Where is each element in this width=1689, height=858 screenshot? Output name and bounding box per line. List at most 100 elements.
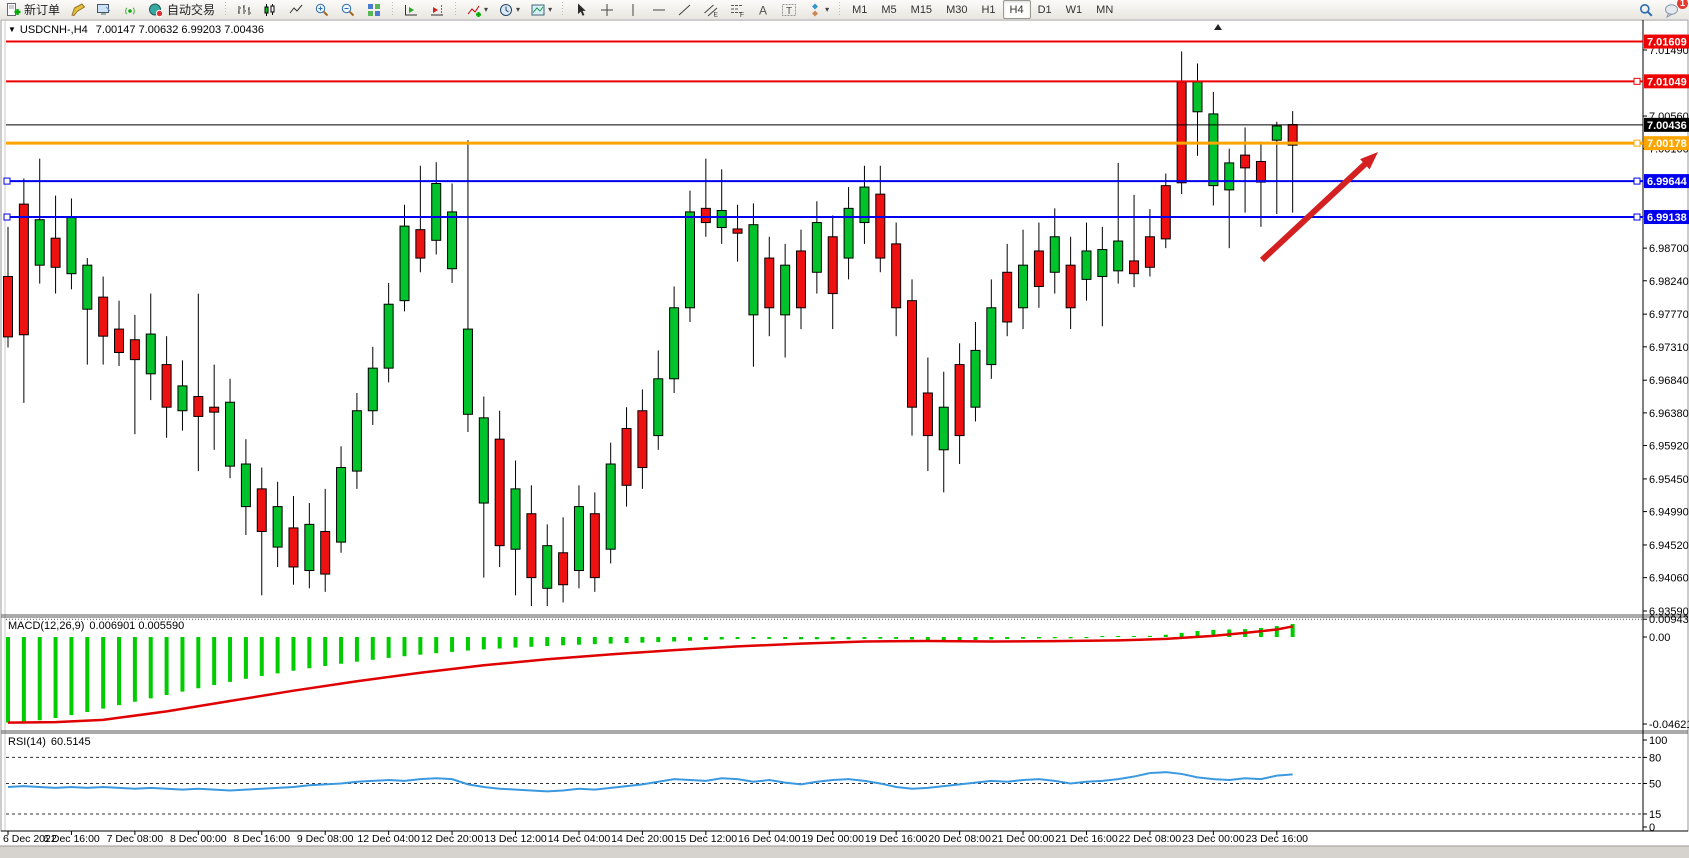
- crosshair-button[interactable]: [595, 0, 619, 19]
- candle: [1240, 154, 1251, 169]
- line-handle[interactable]: [1633, 139, 1641, 147]
- time-tick-label: 21 Dec 00:00: [992, 833, 1055, 845]
- signals-button[interactable]: [118, 0, 142, 19]
- price-label-box: [1644, 174, 1689, 189]
- crayon-icon: [70, 2, 86, 18]
- timeframe-h1-button[interactable]: H1: [981, 3, 996, 16]
- time-tick-label: 6 Dec 16:00: [43, 833, 100, 845]
- trendline-icon: [677, 2, 693, 18]
- timeframe-m15-button[interactable]: M15: [910, 3, 933, 16]
- candle: [193, 396, 204, 417]
- timeframe-m1-button[interactable]: M1: [852, 3, 868, 16]
- candle: [18, 203, 29, 336]
- trend-arrow[interactable]: [1259, 156, 1373, 263]
- candle: [526, 513, 537, 579]
- tile-windows-button[interactable]: [362, 0, 386, 19]
- price-tick-label: 6.93590: [1649, 606, 1689, 618]
- chevron-down-icon[interactable]: ▾: [825, 5, 830, 14]
- autotrading-button[interactable]: 自动交易: [144, 0, 219, 19]
- metaeditor-button[interactable]: [66, 0, 90, 19]
- chat-icon: [1664, 2, 1680, 18]
- auto-scroll-button[interactable]: [399, 0, 423, 19]
- candle: [66, 217, 77, 275]
- line-chart-button[interactable]: [284, 0, 308, 19]
- candle: [875, 193, 886, 259]
- signal-icon: [122, 2, 138, 18]
- price-label-text: 6.99138: [1647, 212, 1687, 224]
- zoom-in-icon: [314, 2, 330, 18]
- candle: [669, 307, 680, 380]
- fibonacci-button[interactable]: F: [725, 0, 749, 19]
- timeframe-m30-button[interactable]: M30: [946, 3, 968, 16]
- price-label-text: 7.01609: [1647, 37, 1687, 49]
- periods-button[interactable]: ▾: [494, 0, 524, 19]
- cursor-button[interactable]: [569, 0, 593, 19]
- rsi-name: RSI(14): [8, 736, 46, 748]
- line-handle[interactable]: [1633, 77, 1641, 85]
- text-a-icon: A: [755, 2, 771, 18]
- notification-badge: 1: [1677, 0, 1688, 9]
- rsi-tick-label: 100: [1649, 735, 1667, 747]
- price-tick-label: 6.95920: [1649, 441, 1689, 453]
- chart-shift-button[interactable]: [425, 0, 449, 19]
- candle: [922, 392, 933, 437]
- zoom-in-button[interactable]: [310, 0, 334, 19]
- timeframe-d1-button[interactable]: D1: [1037, 3, 1052, 16]
- time-tick-label: 13 Dec 12:00: [484, 833, 547, 845]
- arrows-button[interactable]: ▾: [803, 0, 833, 19]
- time-tick-label: 8 Dec 00:00: [170, 833, 227, 845]
- price-tick-label: 6.96380: [1649, 408, 1689, 420]
- candle: [970, 349, 981, 408]
- timeframe-m5-button[interactable]: M5: [881, 3, 897, 16]
- chart-shift-marker[interactable]: [1214, 24, 1222, 30]
- trend-arrow-head[interactable]: [1360, 152, 1378, 170]
- chevron-down-icon[interactable]: ▾: [484, 5, 489, 14]
- price-label-text: 6.99644: [1647, 176, 1688, 188]
- line-handle[interactable]: [1633, 213, 1641, 221]
- line-handle[interactable]: [1633, 177, 1641, 185]
- chart-canvas[interactable]: 7.014907.005607.001006.987006.982406.977…: [0, 19, 1689, 858]
- candle: [98, 296, 109, 337]
- candle: [145, 333, 156, 375]
- candle: [811, 222, 822, 273]
- candle: [114, 328, 125, 354]
- timeframe-h4-button[interactable]: H4: [1002, 0, 1031, 19]
- vertical-line-button[interactable]: [621, 0, 645, 19]
- text-label-button[interactable]: T: [777, 0, 801, 19]
- price-label-box: [1644, 136, 1689, 151]
- toolbar: 新订单 自动交易 ▾ ▾ ▾ E F A T ▾ M1 M5 M15 M30 H1 H4 D1 W1 MN 1: [0, 0, 1689, 20]
- chart-window[interactable]: 7.014907.005607.001006.987006.982406.977…: [0, 19, 1689, 858]
- text-button[interactable]: A: [751, 0, 775, 19]
- bar-chart-button[interactable]: [232, 0, 256, 19]
- time-tick-label: 19 Dec 00:00: [801, 833, 864, 845]
- candlestick-chart-button[interactable]: [258, 0, 282, 19]
- candle: [415, 229, 426, 259]
- candle: [827, 236, 838, 295]
- trendline-button[interactable]: [673, 0, 697, 19]
- macd-indicator-label: MACD(12,26,9) 0.006901 0.005590: [8, 620, 184, 632]
- chevron-down-icon[interactable]: ▾: [516, 5, 521, 14]
- timeframe-mn-button[interactable]: MN: [1096, 3, 1114, 16]
- zoom-out-button[interactable]: [336, 0, 360, 19]
- clock-icon: [498, 2, 514, 18]
- chevron-down-icon[interactable]: ▾: [548, 5, 553, 14]
- candle: [1113, 240, 1124, 272]
- line-handle[interactable]: [3, 213, 11, 221]
- new-order-button[interactable]: 新订单: [1, 0, 64, 19]
- templates-button[interactable]: ▾: [526, 0, 556, 19]
- candle: [1224, 162, 1235, 191]
- chart-dropdown-icon[interactable]: ▼: [8, 25, 16, 34]
- equidistant-channel-button[interactable]: E: [699, 0, 723, 19]
- indicators-button[interactable]: ▾: [462, 0, 492, 19]
- timeframe-w1-button[interactable]: W1: [1065, 3, 1083, 16]
- rsi-tick-label: 80: [1649, 752, 1661, 764]
- candle: [1018, 264, 1029, 309]
- bottom-scroll-strip[interactable]: [0, 846, 1689, 858]
- market-watch-button[interactable]: [92, 0, 116, 19]
- chart-symbol: USDCNH-,H4: [19, 24, 88, 36]
- search-button[interactable]: [1634, 0, 1658, 19]
- horizontal-line-button[interactable]: [647, 0, 671, 19]
- search-icon: [1638, 2, 1654, 18]
- line-handle[interactable]: [3, 177, 11, 185]
- notifications-button[interactable]: 1: [1660, 0, 1688, 19]
